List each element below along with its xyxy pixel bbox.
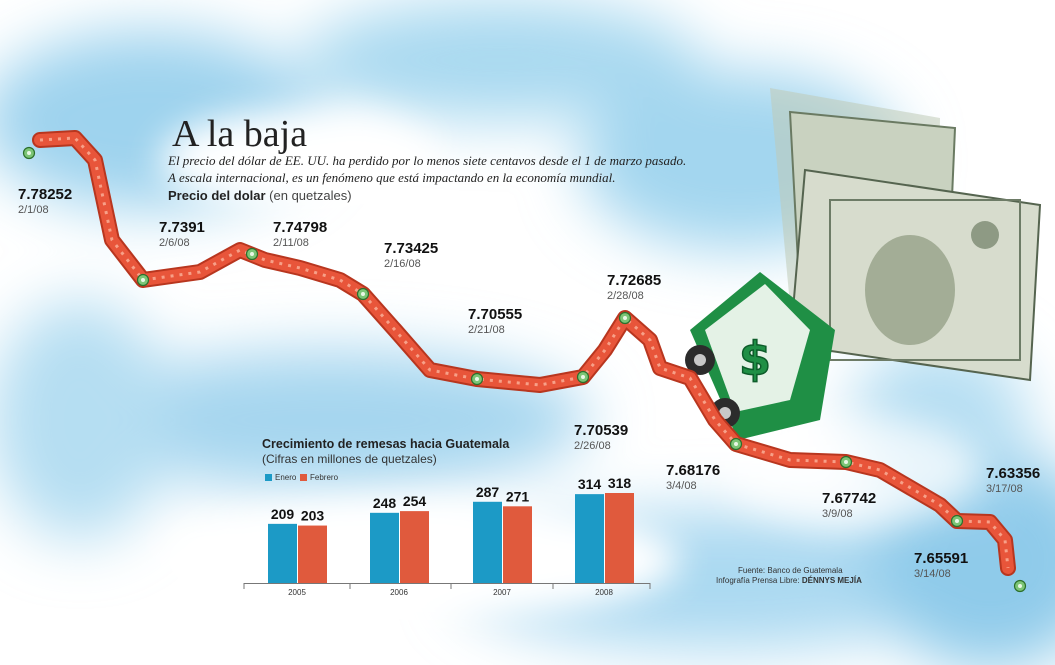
bar-value-label: 254 — [403, 493, 427, 509]
bar-value-label: 209 — [271, 506, 295, 522]
price-date: 2/26/08 — [574, 440, 611, 452]
bar-value-label: 203 — [301, 508, 325, 524]
credits-prefix: Infografía Prensa Libre: — [716, 576, 802, 585]
subtitle-line-1: El precio del dólar de EE. UU. ha perdid… — [168, 153, 687, 168]
bar-febrero — [400, 511, 429, 583]
price-date: 3/17/08 — [986, 483, 1023, 495]
legend-febrero: Febrero — [300, 473, 338, 482]
bar-value-label: 271 — [506, 488, 530, 504]
bar-category-label: 2006 — [390, 588, 408, 597]
price-point-marker — [245, 247, 259, 261]
legend-febrero-label: Febrero — [310, 473, 339, 482]
svg-text:$: $ — [739, 332, 771, 386]
chart-title: A la baja — [172, 113, 308, 155]
dollar-bills-illustration — [770, 88, 1042, 382]
price-value: 7.78252 — [18, 186, 73, 203]
price-point-marker — [950, 514, 964, 528]
price-point-marker — [618, 311, 632, 325]
price-point-marker — [136, 273, 150, 287]
price-value: 7.70555 — [468, 306, 523, 323]
price-point-marker — [1013, 579, 1027, 593]
credits-author: Infografía Prensa Libre: DÉNNYS MEJÍA — [716, 576, 862, 585]
price-date: 2/11/08 — [273, 237, 309, 249]
price-date: 3/14/08 — [914, 568, 951, 580]
price-value: 7.63356 — [986, 465, 1041, 482]
price-date: 2/21/08 — [468, 324, 505, 336]
price-value: 7.73425 — [384, 240, 439, 257]
bar-value-label: 248 — [373, 495, 397, 511]
series-label-name: Precio del dolar — [168, 188, 266, 203]
price-point-marker — [356, 287, 370, 301]
price-date: 2/6/08 — [159, 237, 190, 249]
price-value: 7.65591 — [914, 550, 969, 567]
bar-febrero — [298, 525, 327, 583]
price-date: 2/28/08 — [607, 290, 644, 302]
bar-enero — [370, 512, 399, 583]
bar-enero — [575, 494, 604, 583]
bar-enero — [268, 523, 297, 583]
remesas-title: Crecimiento de remesas hacia Guatemala — [262, 437, 510, 451]
subtitle-line-2: A escala internacional, es un fenómeno q… — [168, 170, 616, 185]
legend-enero-swatch — [265, 474, 272, 481]
bar-category-label: 2008 — [595, 588, 613, 597]
bar-value-label: 287 — [476, 484, 500, 500]
price-point-marker — [729, 437, 743, 451]
price-value: 7.67742 — [822, 490, 877, 507]
price-date: 3/9/08 — [822, 508, 853, 520]
price-point-marker — [470, 372, 484, 386]
series-label: Precio del dolar (en quetzales) — [168, 188, 352, 203]
credits-source: Fuente: Banco de Guatemala — [738, 566, 843, 575]
price-date: 2/1/08 — [18, 204, 49, 216]
price-point-marker — [576, 370, 590, 384]
price-value: 7.70539 — [574, 422, 629, 439]
price-value: 7.72685 — [607, 272, 662, 289]
price-value: 7.7391 — [159, 219, 205, 236]
bar-value-label: 314 — [578, 476, 602, 492]
price-point-marker — [839, 455, 853, 469]
price-point-marker — [22, 146, 36, 160]
price-date: 3/4/08 — [666, 480, 697, 492]
bar-value-label: 318 — [608, 475, 632, 491]
series-label-unit: (en quetzales) — [269, 188, 352, 203]
price-value: 7.68176 — [666, 462, 721, 479]
credits-author-name: DÉNNYS MEJÍA — [801, 576, 862, 585]
bar-enero — [473, 501, 502, 583]
bar-febrero — [605, 493, 634, 583]
price-date: 2/16/08 — [384, 258, 421, 270]
bar-category-label: 2005 — [288, 588, 306, 597]
remesas-subtitle: (Cifras en millones de quetzales) — [262, 452, 437, 466]
legend-febrero-swatch — [300, 474, 307, 481]
bar-category-label: 2007 — [493, 588, 511, 597]
money-cart-illustration: $ — [685, 272, 835, 440]
legend-enero-label: Enero — [275, 473, 297, 482]
remesas-bar-chart: 209 203 2005 248 254 2006 287 271 2007 314 318 2008 — [243, 475, 651, 597]
legend-enero: Enero — [265, 473, 296, 482]
price-value: 7.74798 — [273, 219, 328, 236]
bar-febrero — [503, 506, 532, 583]
